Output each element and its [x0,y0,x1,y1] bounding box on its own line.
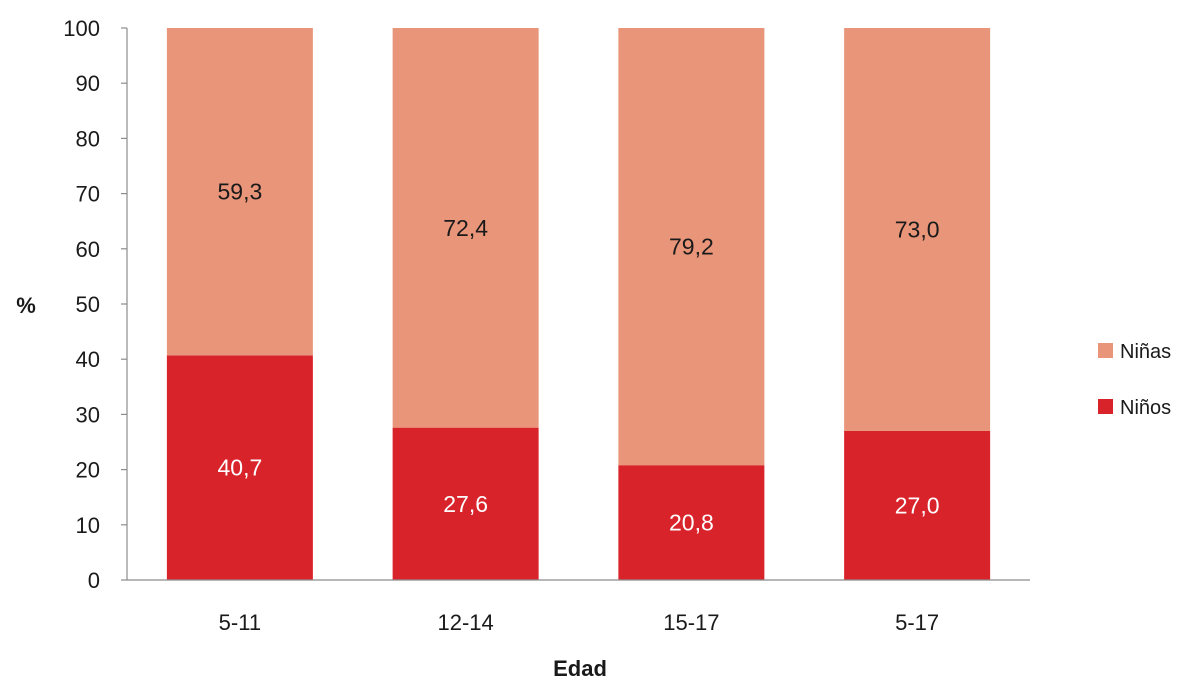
bar-nias-3 [618,28,765,466]
data-label: 27,6 [443,491,488,517]
x-tick-label: 15-17 [663,610,719,635]
x-tick-label: 5-17 [895,610,939,635]
legend-swatch [1098,399,1113,414]
y-tick-label: 40 [76,347,100,372]
data-label: 40,7 [217,455,262,481]
bars-group: 40,7 59,3 27,6 72,4 20,8 79,2 27,0 73,0 [166,28,991,580]
x-axis-title: Edad [553,656,607,679]
bar-nias-4 [844,28,991,431]
x-tick-label: 12-14 [437,610,493,635]
data-label: 59,3 [217,179,262,205]
data-label: 20,8 [669,510,714,536]
legend-label: Niños [1120,397,1171,419]
bar-nias-2 [392,28,539,428]
y-tick-label: 100 [63,16,100,41]
legend-label: Niñas [1120,341,1171,363]
bar-nios-1 [166,355,313,580]
bar-nios-2 [392,427,539,580]
y-tick-label: 80 [76,126,100,151]
x-tick-label: 5-11 [219,610,261,635]
y-tick-label: 0 [88,568,100,593]
y-tick-label: 30 [76,402,100,427]
data-label: 79,2 [669,234,714,260]
legend: Niñas Niños [1098,341,1171,419]
y-tick-label: 60 [76,237,100,262]
data-label: 73,0 [895,216,940,242]
y-tick-label: 10 [76,513,100,538]
axes-group: 5-11 12-14 15-17 5-17 0 10 20 30 40 50 60 70 80 90 100 [63,16,1030,635]
y-tick-label: 50 [76,292,100,317]
y-axis-title: % [16,293,36,318]
y-tick-label: 90 [76,71,100,96]
legend-swatch [1098,343,1113,358]
data-label: 27,0 [895,492,940,518]
y-tick-label: 20 [76,458,100,483]
bar-nios-3 [618,465,765,580]
bar-nias-1 [166,28,313,356]
y-tick-label: 70 [76,182,100,207]
data-label: 72,4 [443,215,488,241]
bar-nios-4 [844,430,991,580]
